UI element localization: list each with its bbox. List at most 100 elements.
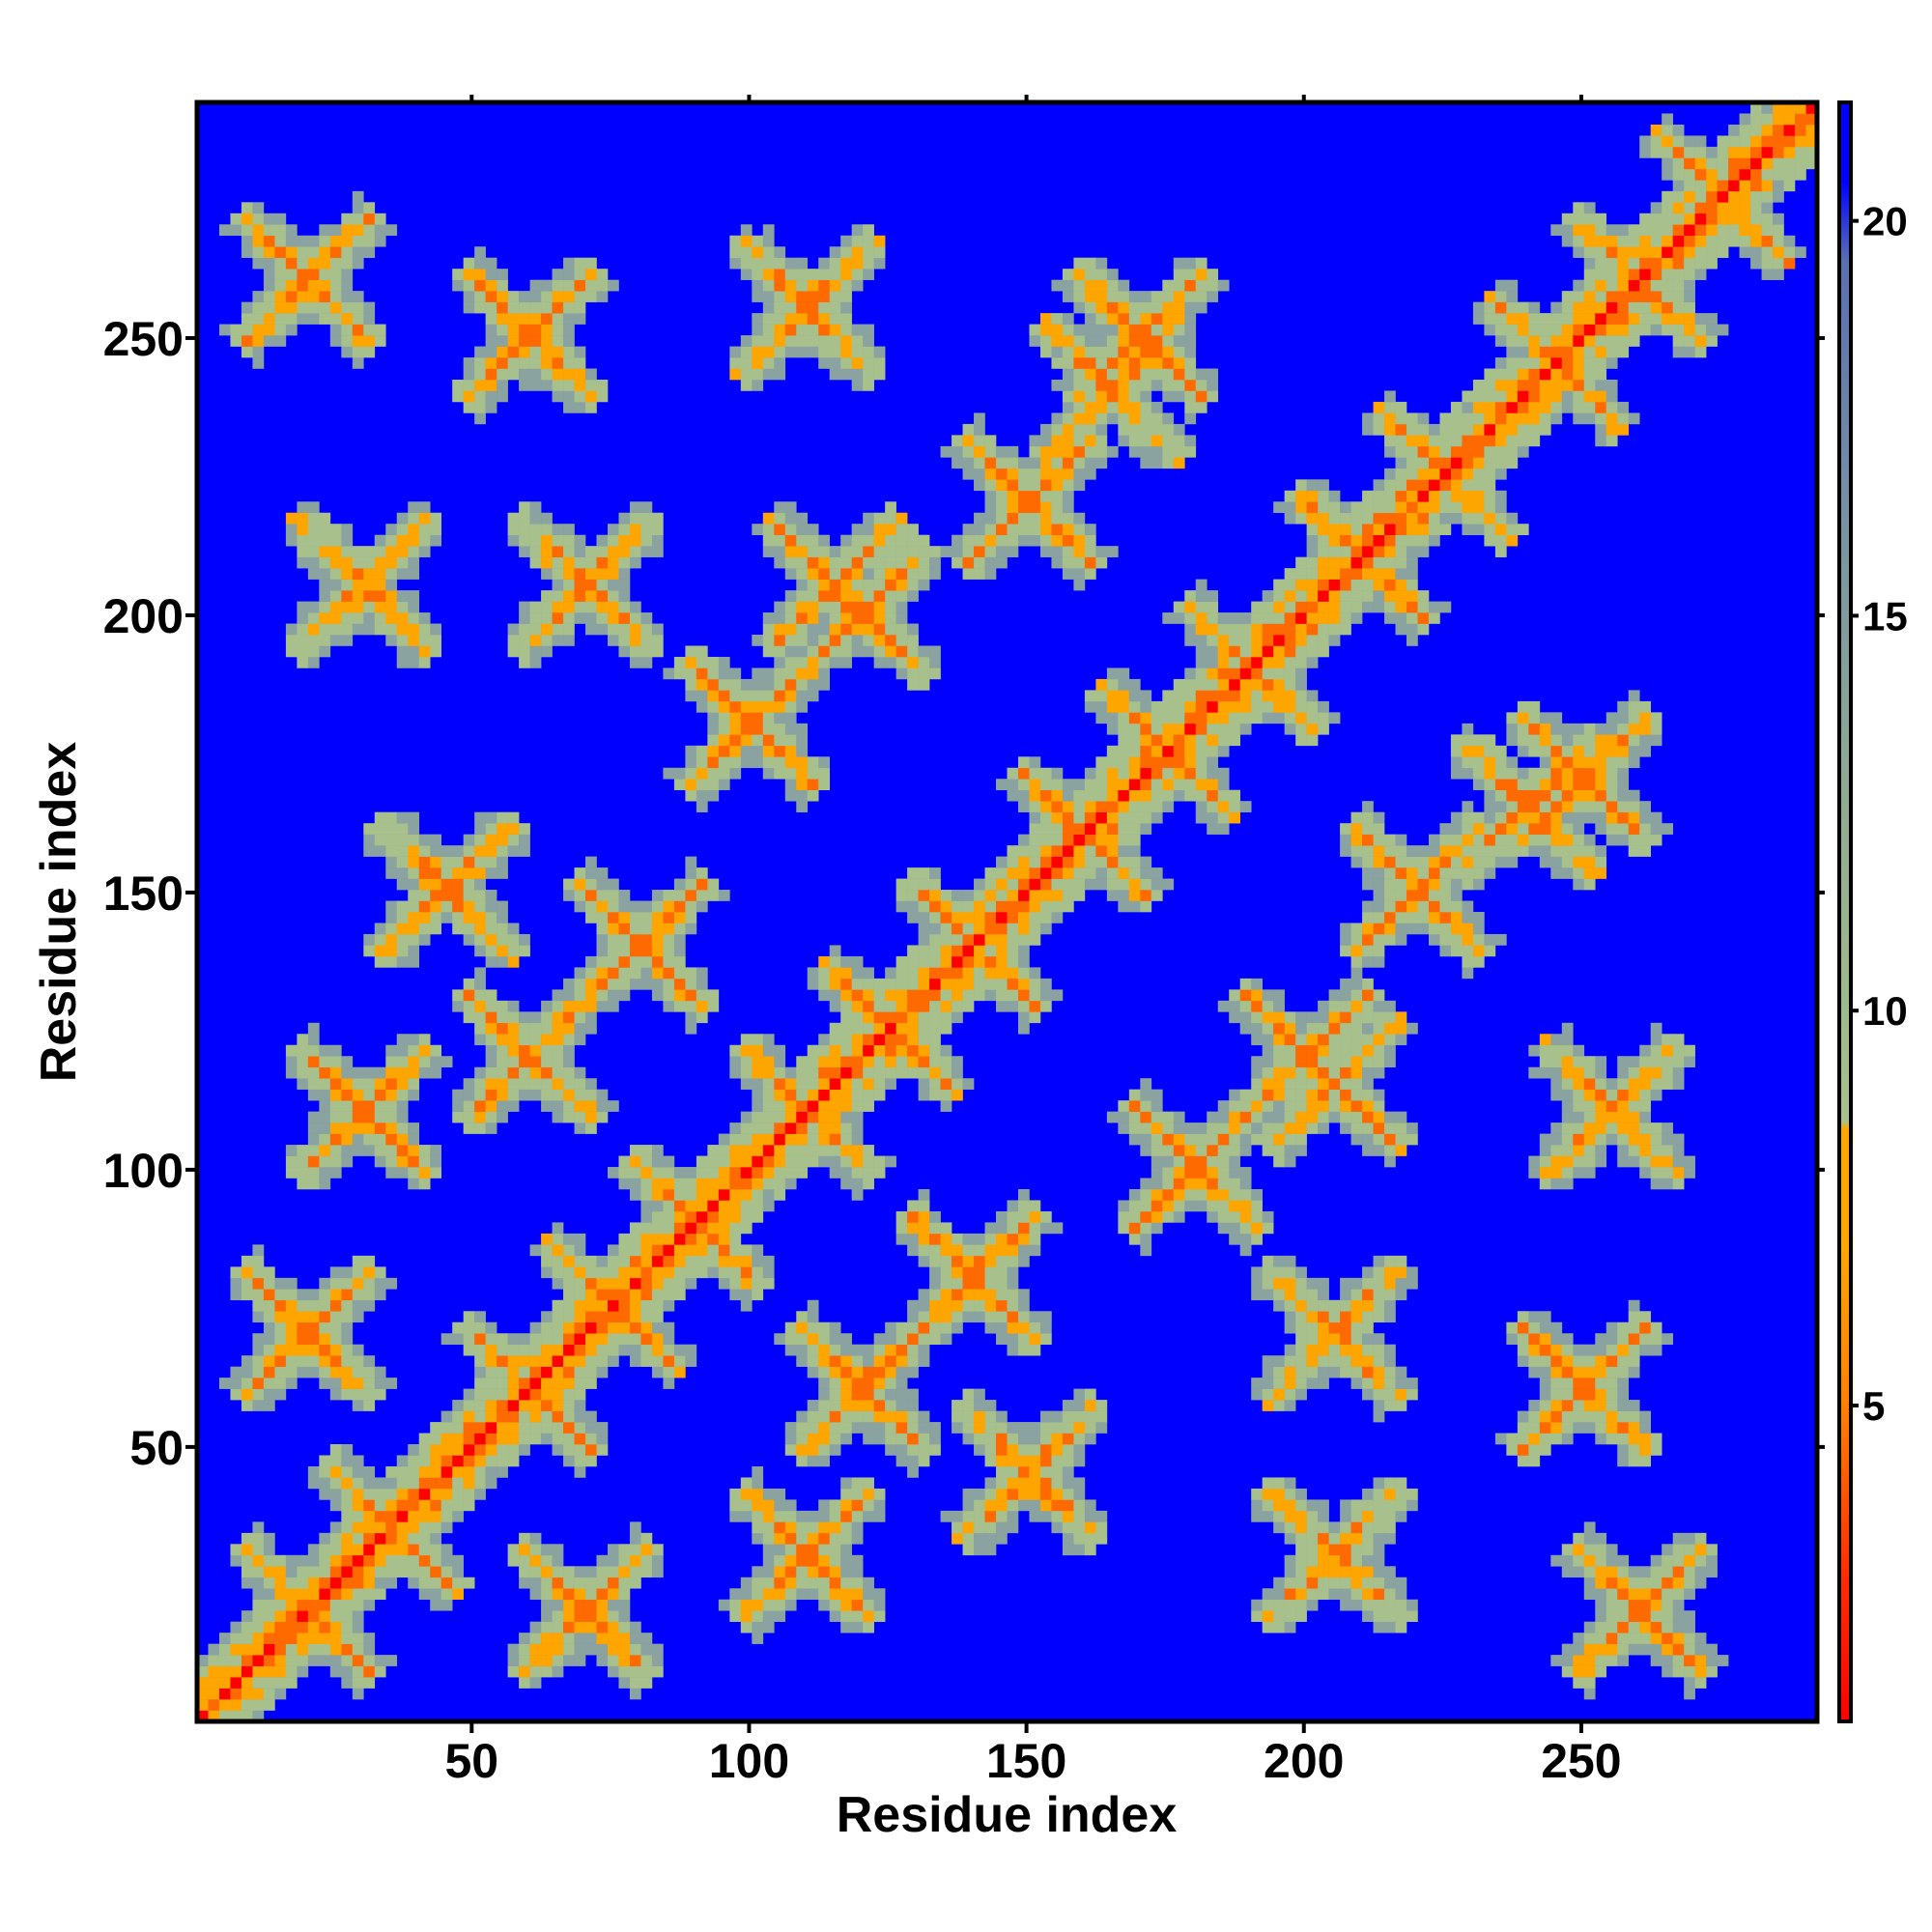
heatmap-cell [1295, 579, 1307, 591]
heatmap-cell [541, 1410, 553, 1423]
heatmap-cell [563, 279, 575, 292]
heatmap-cell [729, 1488, 742, 1500]
heatmap-cell [1039, 512, 1052, 525]
heatmap-cell [552, 1299, 564, 1312]
heatmap-cell [818, 1410, 831, 1423]
heatmap-cell [552, 1643, 564, 1656]
heatmap-cell [1151, 1133, 1163, 1146]
heatmap-cell [1084, 801, 1096, 812]
heatmap-cell [752, 1244, 764, 1257]
heatmap-cell [673, 945, 686, 957]
heatmap-cell [218, 1677, 231, 1689]
heatmap-cell [329, 279, 342, 292]
heatmap-cell [1007, 1266, 1019, 1279]
heatmap-cell [1151, 767, 1163, 780]
heatmap-cell [829, 1321, 841, 1334]
heatmap-cell [762, 534, 775, 547]
heatmap-cell [1340, 1499, 1351, 1512]
heatmap-cell [752, 1599, 764, 1611]
heatmap-cell [363, 346, 376, 358]
heatmap-cell [1251, 645, 1263, 658]
heatmap-cell [1039, 1477, 1052, 1490]
heatmap-cell [319, 1633, 331, 1644]
heatmap-cell [563, 1410, 575, 1423]
heatmap-cell [574, 579, 586, 591]
heatmap-cell [507, 1433, 520, 1445]
heatmap-cell [341, 1100, 354, 1112]
heatmap-cell [640, 1200, 653, 1212]
heatmap-cell [840, 279, 852, 292]
heatmap-cell [319, 235, 331, 247]
heatmap-cell [863, 512, 874, 525]
heatmap-cell [1051, 435, 1064, 447]
heatmap-cell [640, 967, 653, 980]
heatmap-cell [329, 335, 342, 347]
heatmap-cell [485, 1344, 497, 1356]
heatmap-cell [352, 623, 364, 636]
heatmap-cell [640, 1266, 653, 1279]
heatmap-cell [263, 313, 275, 325]
heatmap-cell [740, 1188, 753, 1201]
heatmap-cell [1350, 1510, 1363, 1522]
heatmap-cell [329, 1066, 342, 1079]
heatmap-cell [1084, 690, 1096, 702]
heatmap-cell [962, 423, 975, 436]
heatmap-cell [374, 1566, 386, 1578]
heatmap-cell [563, 1022, 575, 1035]
heatmap-cell [319, 1289, 331, 1301]
heatmap-cell [1184, 1133, 1197, 1146]
heatmap-cell [1062, 324, 1074, 336]
heatmap-cell [1318, 1289, 1329, 1301]
heatmap-cell [385, 1510, 398, 1522]
heatmap-cell [895, 900, 908, 913]
heatmap-cell [618, 612, 631, 624]
heatmap-cell [1318, 1011, 1329, 1024]
heatmap-cell [1207, 291, 1219, 302]
heatmap-cell [1017, 524, 1030, 535]
heatmap-cell [596, 933, 609, 946]
heatmap-cell [1017, 479, 1030, 492]
heatmap-cell [840, 1022, 852, 1035]
heatmap-cell [962, 445, 975, 458]
heatmap-cell [541, 279, 553, 292]
heatmap-cell [440, 1566, 453, 1578]
heatmap-cell [1084, 556, 1096, 569]
heatmap-cell [329, 623, 342, 636]
heatmap-cell [807, 1122, 819, 1134]
heatmap-cell [618, 512, 631, 525]
heatmap-cell [1073, 346, 1086, 358]
heatmap-cell [1229, 1011, 1241, 1024]
heatmap-cell [873, 1155, 886, 1168]
heatmap-cell [307, 1588, 320, 1601]
heatmap-cell [585, 1621, 597, 1634]
heatmap-cell [374, 955, 386, 968]
heatmap-cell [762, 335, 775, 347]
heatmap-cell [784, 556, 797, 569]
heatmap-cell [1106, 890, 1119, 901]
heatmap-cell [807, 1532, 819, 1545]
heatmap-cell [1284, 1621, 1296, 1634]
heatmap-cell [497, 1422, 508, 1434]
heatmap-cell [1350, 1011, 1363, 1024]
heatmap-cell [463, 1000, 475, 1012]
heatmap-cell [729, 1588, 742, 1601]
heatmap-cell [1073, 357, 1086, 369]
heatmap-cell [1284, 1034, 1296, 1046]
heatmap-cell [541, 1433, 553, 1445]
heatmap-cell [418, 1521, 431, 1534]
heatmap-cell [1284, 1111, 1296, 1123]
heatmap-cell [873, 1366, 886, 1378]
heatmap-cell [485, 945, 497, 957]
heatmap-cell [629, 556, 641, 569]
heatmap-cell [485, 1111, 497, 1123]
heatmap-cell [740, 368, 753, 381]
heatmap-cell [784, 291, 797, 302]
heatmap-cell [385, 856, 398, 868]
heatmap-cell [784, 734, 797, 747]
heatmap-cell [585, 1355, 597, 1367]
heatmap-cell [863, 1621, 874, 1634]
heatmap-cell [651, 955, 664, 968]
heatmap-cell [585, 568, 597, 580]
heatmap-cell [696, 1188, 708, 1201]
heatmap-cell [1184, 779, 1197, 791]
